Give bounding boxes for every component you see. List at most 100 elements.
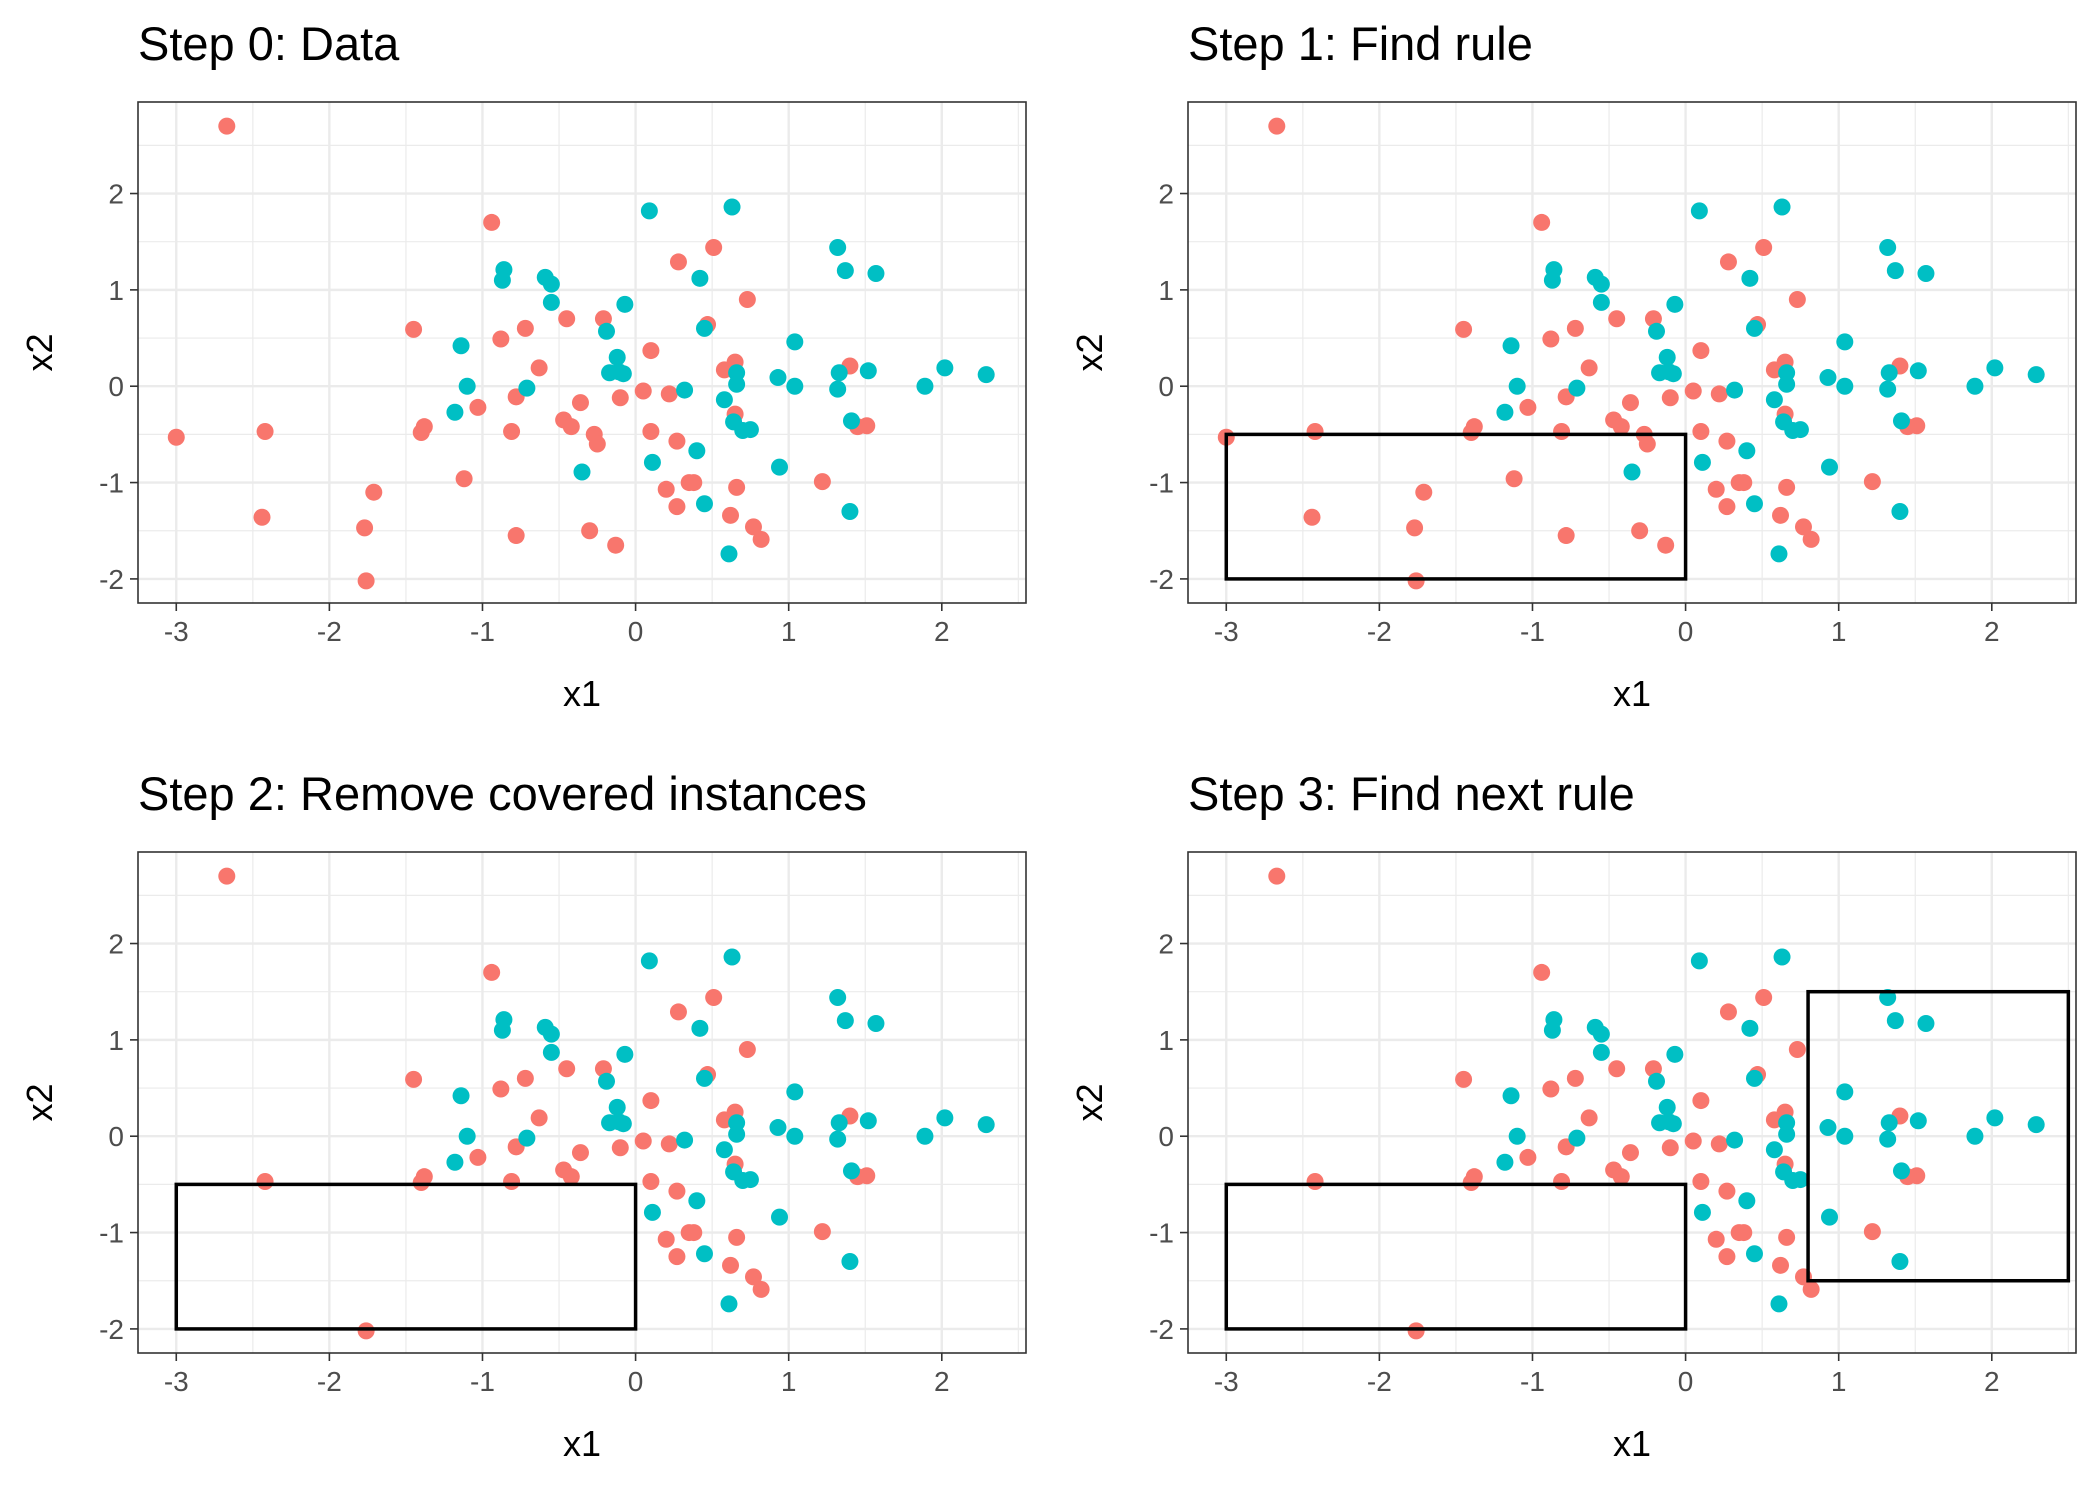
data-point [1592,293,1610,311]
data-point [1718,498,1736,516]
data-point [1661,1139,1679,1157]
y-tick-label: 0 [108,371,124,402]
data-point [530,359,548,377]
data-point [1638,435,1656,453]
plot-background [138,102,1026,603]
data-point [685,474,703,492]
rule-box [174,1182,638,1331]
data-point [1836,333,1854,351]
y-tick-label: 2 [108,179,124,210]
data-point [581,522,599,540]
data-point [752,530,770,548]
data-point [752,1280,770,1298]
data-point [1886,1012,1904,1030]
x-tick-label: 2 [934,1366,950,1397]
data-point [1666,1045,1684,1063]
y-tick-label: 1 [108,1025,124,1056]
data-point [493,271,511,289]
y-axis-title: x2 [1069,1083,1110,1121]
data-point [642,1092,660,1110]
data-point [1692,423,1710,441]
data-point [1836,1127,1854,1145]
data-point [1891,1252,1909,1270]
data-point [668,1182,686,1200]
data-point [771,1208,789,1226]
data-point [1741,1019,1759,1037]
data-point [813,1223,831,1241]
data-point [446,403,464,421]
data-point [1592,1025,1610,1043]
data-point [720,545,738,563]
data-point [1631,522,1649,540]
data-point [715,391,733,409]
data-point [829,988,847,1006]
x-axis-title: x1 [563,673,601,714]
data-point [643,1203,661,1221]
data-point [829,1130,847,1148]
data-point [1306,1173,1324,1191]
data-point [1836,1083,1854,1101]
data-point [977,1116,995,1134]
data-point [738,1041,756,1059]
data-point [668,1248,686,1266]
data-point [769,1119,787,1137]
data-point [469,398,487,416]
data-point [1735,1224,1753,1242]
data-point [642,1173,660,1191]
y-tick-label: -1 [99,1218,124,1249]
plot-background [1188,852,2076,1353]
data-point [786,333,804,351]
data-point [1745,319,1763,337]
data-point [562,418,580,436]
x-tick-label: 2 [1984,616,2000,647]
data-point [1770,1295,1788,1313]
plot-background [1188,102,2076,603]
data-point [1772,506,1790,524]
y-tick-label: 0 [108,1121,124,1152]
panel-step-0: Step 0: Data -3 -2 -1 0 1 2 -2 -1 0 1 2 x1 x2 [0,0,1050,750]
data-point [705,988,723,1006]
data-point [357,572,375,590]
x-tick-label: 0 [1678,616,1694,647]
data-point [1612,1168,1630,1186]
data-point [1580,359,1598,377]
data-point [1892,412,1910,430]
y-tick-label: 0 [1158,1121,1174,1152]
x-tick-label: 0 [1678,1366,1694,1397]
data-point [1533,213,1551,231]
x-tick-label: 1 [1831,616,1847,647]
data-point [738,291,756,309]
data-point [1745,1245,1763,1263]
data-point [405,1070,423,1088]
data-point [1496,1153,1514,1171]
x-tick-label: -1 [1520,616,1545,647]
data-point [786,1127,804,1145]
data-point [1788,1041,1806,1059]
data-point [643,453,661,471]
panel-border [1187,101,2077,604]
data-point [1908,1167,1926,1185]
x-tick-label: -2 [1367,616,1392,647]
data-point [415,418,433,436]
data-point [830,1114,848,1132]
data-point [573,463,591,481]
x-axis-title: x1 [563,1423,601,1464]
data-point [769,369,787,387]
x-tick-label: -2 [317,1366,342,1397]
rule-box [1224,432,1688,581]
data-point [1553,1173,1571,1191]
data-point [1880,1114,1898,1132]
data-point [1738,442,1756,460]
data-point [728,375,746,393]
data-point [597,1072,615,1090]
data-point [1415,483,1433,501]
data-point [614,365,632,383]
data-point [1542,1080,1560,1098]
data-point [1791,1171,1809,1189]
data-point [218,867,236,885]
data-point [1719,1003,1737,1021]
y-tick-label: -1 [1149,468,1174,499]
data-point [1879,238,1897,256]
y-tick-label: 2 [108,929,124,960]
data-point [660,1135,678,1153]
